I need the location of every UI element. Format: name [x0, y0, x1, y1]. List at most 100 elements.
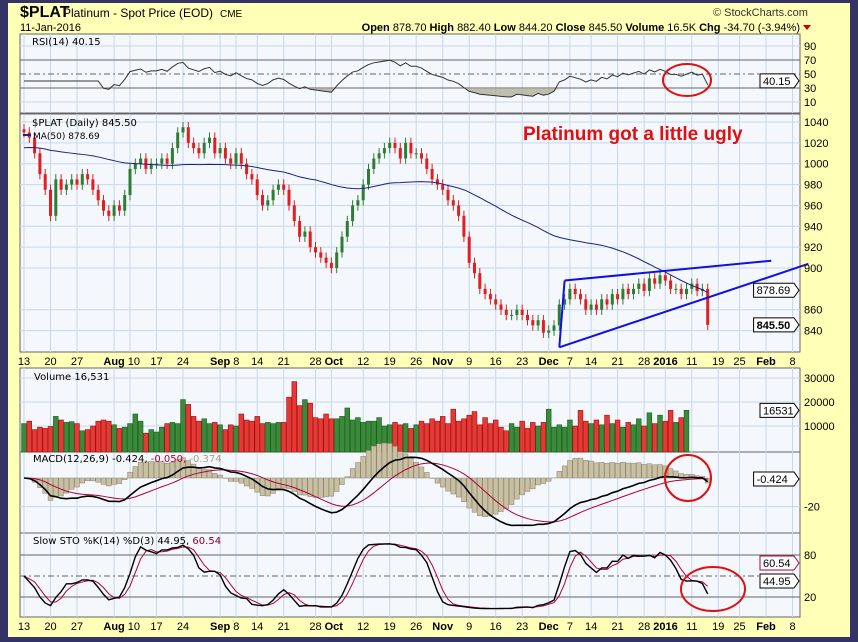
price-bar [128, 168, 132, 196]
price-bar [685, 288, 688, 295]
date-tick-top: 14 [585, 356, 597, 368]
volume-bar [95, 420, 101, 453]
macd-histogram-bar [365, 450, 372, 479]
volume-bar [148, 429, 154, 453]
volume-bar [641, 425, 647, 453]
sto-d-line [23, 543, 709, 610]
date-tick-top: Feb [756, 356, 776, 368]
sto-panel [19, 532, 801, 618]
price-tick: 1040 [804, 117, 828, 129]
price-bar [282, 184, 286, 190]
price-bar [488, 294, 492, 300]
price-bar [250, 174, 254, 180]
volume-bar [572, 425, 578, 453]
macd-histogram-bar [69, 477, 75, 490]
volume-bar [349, 419, 356, 453]
date-tick-bottom: 12 [357, 621, 369, 633]
volume-bar [302, 399, 308, 453]
macd-histogram-bar [524, 477, 531, 492]
volume-bar [551, 426, 557, 453]
volume-bar [291, 381, 297, 453]
price-bar [557, 304, 561, 326]
date-tick-bottom: 11 [686, 621, 697, 633]
volume-bar [79, 430, 86, 453]
date-tick-bottom: 28 [309, 621, 321, 633]
macd-histogram-bar [243, 477, 250, 487]
volume-bar [614, 419, 621, 453]
macd-histogram-bar [646, 463, 653, 479]
macd-histogram-bar [106, 477, 112, 487]
date-tick-bottom: 2016 [653, 621, 677, 633]
macd-line [23, 456, 709, 527]
volume-bar [270, 423, 276, 453]
volume-bar [275, 422, 282, 453]
date-tick-top: Oct [325, 356, 344, 368]
volume-bar [280, 422, 287, 453]
price-bar [351, 205, 355, 222]
price-bar [430, 168, 434, 180]
macd-histogram-bar [535, 477, 541, 486]
price-bar [245, 163, 249, 175]
volume-bar [243, 419, 250, 453]
macd-histogram-bar [349, 468, 356, 479]
volume-bar [100, 419, 107, 453]
price-bar [706, 288, 710, 325]
rsi-line [24, 59, 709, 98]
ma50-line [23, 147, 708, 293]
volume-bar [678, 417, 684, 453]
volume-bar [74, 423, 80, 453]
price-tick: 960 [804, 200, 822, 212]
price-bar [563, 299, 567, 305]
price-bar [139, 158, 143, 164]
volume-bar [519, 420, 525, 453]
price-bar [494, 299, 498, 305]
volume-bar [233, 425, 239, 453]
volume-bar [487, 423, 494, 453]
macd-histogram-bar [652, 464, 658, 479]
sto-d-current-value: 60.54 [763, 558, 791, 570]
macd-histogram-bar [482, 477, 488, 518]
volume-bar [498, 426, 504, 453]
volume-bar [318, 418, 324, 453]
date-tick-top: 11 [686, 356, 697, 368]
price-bar [329, 262, 333, 269]
price-bar [425, 158, 429, 169]
price-bar [626, 288, 630, 295]
macd-histogram-bar [137, 462, 144, 479]
price-bar [589, 304, 593, 310]
date-tick-bottom: 20 [44, 621, 56, 633]
volume-bar [217, 424, 223, 453]
macd-histogram-bar [540, 477, 547, 484]
macd-histogram-bar [206, 469, 213, 479]
sto-label: Slow STO %K(14) %D(3) 44.95, 60.54 [33, 536, 221, 547]
volume-bar [344, 407, 350, 453]
price-bar [80, 174, 84, 185]
price-bar [186, 127, 190, 143]
sto-k-line [23, 543, 709, 610]
macd-histogram-bar [450, 477, 456, 495]
quote-summary: Open 878.70 High 882.40 Low 844.20 Close… [362, 22, 800, 34]
price-bar [64, 184, 68, 190]
date-tick-top: 23 [516, 356, 528, 368]
macd-histogram-bar [673, 470, 679, 479]
price-bar [303, 231, 307, 237]
date-tick-bottom: 19 [712, 621, 724, 633]
macd-histogram-bar [63, 477, 70, 494]
date-tick-top: 20 [44, 356, 56, 368]
macd-histogram-bar [440, 477, 446, 488]
volume-bar [397, 424, 403, 453]
price-bar [367, 168, 370, 185]
price-bar [573, 288, 577, 295]
price-bar [377, 153, 381, 159]
price-bar [663, 275, 667, 281]
price-bar [584, 299, 588, 310]
price-bar [409, 142, 413, 154]
macd-histogram-bar [434, 477, 441, 484]
volume-bar [503, 430, 509, 453]
volume-bar [212, 422, 218, 453]
date-tick-top: 21 [611, 356, 623, 368]
sto-k-current-value-tag [759, 573, 800, 589]
volume-bar [545, 408, 552, 453]
date-tick-bottom: 9 [466, 621, 472, 633]
